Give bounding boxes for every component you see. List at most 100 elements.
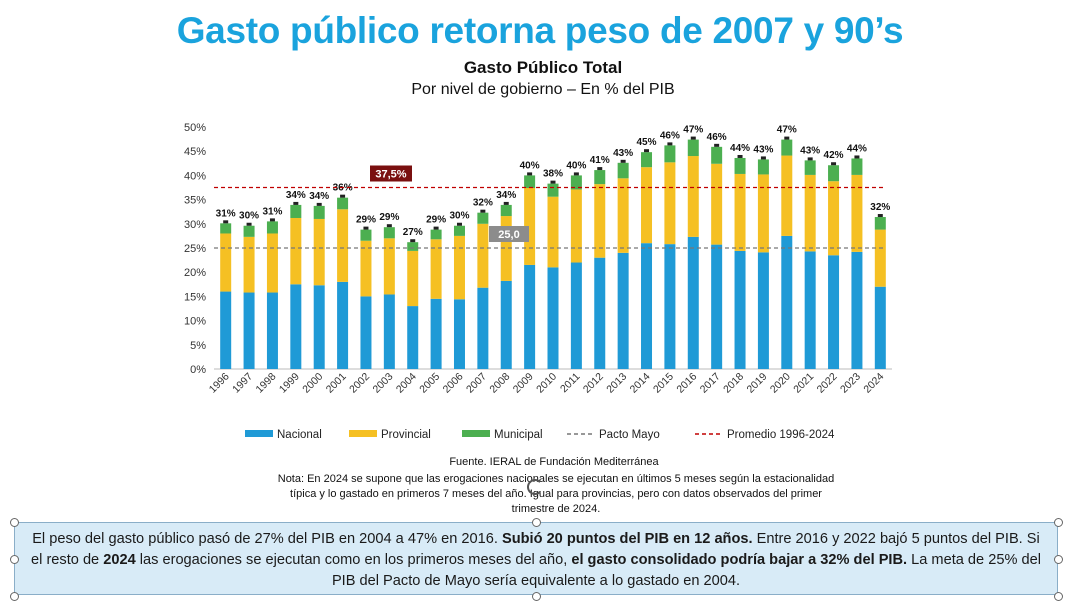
bar-provincial-2003	[383, 238, 395, 295]
summary-bold: el gasto consolidado podría bajar a 32% …	[571, 552, 908, 568]
bar-top-marker	[620, 159, 626, 163]
total-label-2010: 38%	[543, 169, 563, 180]
total-label-2003: 29%	[379, 212, 399, 223]
note-line: trimestre de 2024.	[511, 503, 601, 515]
bar-nacional-2012	[594, 257, 606, 369]
bar-top-marker	[316, 202, 322, 206]
total-label-2020: 47%	[777, 125, 797, 136]
x-tick-label-2004: 2004	[394, 371, 419, 396]
bar-top-marker	[410, 239, 416, 243]
bar-top-marker	[269, 218, 275, 222]
rotate-handle-icon[interactable]	[527, 479, 543, 495]
bar-municipal-2020	[781, 139, 793, 156]
legend-swatch	[462, 430, 490, 437]
bar-provincial-2007	[477, 223, 489, 288]
resize-handle-icon[interactable]	[1054, 555, 1063, 564]
summary-text: La meta de 25% del PIB del Pacto de Mayo…	[331, 552, 1041, 589]
total-label-2012: 41%	[590, 155, 610, 166]
resize-handle-icon[interactable]	[10, 518, 19, 527]
bar-municipal-1997	[243, 225, 255, 237]
x-tick-label-1997: 1997	[230, 371, 255, 396]
bar-top-marker	[223, 220, 229, 224]
legend-label: Provincial	[381, 429, 431, 441]
bar-top-marker	[714, 143, 720, 147]
bar-nacional-2020	[781, 235, 793, 369]
total-label-2008: 34%	[496, 190, 516, 201]
resize-handle-icon[interactable]	[532, 592, 541, 601]
bar-top-marker	[363, 226, 369, 230]
x-tick-label-2005: 2005	[417, 371, 442, 396]
x-tick-label-1996: 1996	[207, 371, 232, 396]
reference-label-bg	[370, 165, 412, 182]
x-tick-label-1998: 1998	[254, 371, 279, 396]
total-label-2015: 46%	[660, 130, 680, 141]
x-tick-label-2021: 2021	[791, 371, 816, 396]
bar-municipal-2006	[453, 225, 465, 236]
bar-nacional-1999	[290, 284, 302, 369]
total-label-2002: 29%	[356, 215, 376, 226]
bar-nacional-2007	[477, 287, 489, 369]
resize-handle-icon[interactable]	[1054, 592, 1063, 601]
bar-municipal-1996	[220, 223, 232, 234]
total-label-2022: 42%	[824, 150, 844, 161]
bar-nacional-2014	[641, 243, 653, 369]
x-tick-label-2009: 2009	[511, 371, 536, 396]
bar-provincial-2024	[874, 229, 886, 287]
summary-text: El peso del gasto público pasó de 27% de…	[32, 531, 502, 547]
bar-provincial-1998	[266, 233, 278, 293]
bar-provincial-2017	[711, 163, 723, 245]
resize-handle-icon[interactable]	[532, 518, 541, 527]
total-label-1999: 34%	[286, 190, 306, 201]
resize-handle-icon[interactable]	[1054, 518, 1063, 527]
bar-top-marker	[831, 162, 837, 166]
bar-provincial-2020	[781, 155, 793, 236]
summary-bold: 2024	[103, 552, 136, 568]
bar-municipal-2001	[337, 197, 349, 210]
summary-textbox[interactable]: El peso del gasto público pasó de 27% de…	[14, 522, 1058, 595]
bar-nacional-2015	[664, 244, 676, 369]
bar-municipal-2021	[804, 160, 816, 175]
summary-text: Entre 2016 y 2022 bajó 5 puntos del PIB.…	[31, 531, 1040, 568]
bar-municipal-2014	[641, 152, 653, 168]
x-tick-label-2013: 2013	[604, 371, 629, 396]
bar-provincial-1999	[290, 217, 302, 285]
bar-nacional-2022	[828, 255, 840, 369]
bar-municipal-2016	[687, 139, 699, 157]
bar-top-marker	[480, 209, 486, 213]
total-label-2000: 34%	[309, 191, 329, 202]
total-label-2009: 40%	[520, 160, 540, 171]
x-tick-label-2000: 2000	[300, 371, 325, 396]
bar-nacional-2023	[851, 251, 863, 369]
bar-nacional-2001	[337, 281, 349, 369]
bar-top-marker	[644, 149, 650, 153]
y-tick-label: 45%	[184, 146, 206, 158]
total-label-2005: 29%	[426, 215, 446, 226]
x-tick-label-2019: 2019	[745, 371, 770, 396]
x-tick-label-2011: 2011	[558, 371, 583, 396]
bar-municipal-2011	[570, 175, 582, 190]
bar-nacional-2016	[687, 236, 699, 369]
x-tick-label-2001: 2001	[324, 371, 349, 396]
y-tick-label: 25%	[184, 243, 206, 255]
bar-nacional-1997	[243, 292, 255, 369]
bar-municipal-2000	[313, 205, 325, 219]
total-label-2011: 40%	[566, 160, 586, 171]
resize-handle-icon[interactable]	[10, 555, 19, 564]
x-tick-label-2018: 2018	[721, 371, 746, 396]
bar-nacional-2019	[757, 252, 769, 369]
bar-municipal-2012	[594, 170, 606, 185]
bar-provincial-2019	[757, 174, 769, 253]
total-label-1997: 30%	[239, 211, 259, 222]
bar-provincial-2021	[804, 174, 816, 252]
bar-municipal-2005	[430, 229, 442, 240]
bar-municipal-2004	[407, 242, 419, 251]
legend-label: Promedio 1996-2024	[727, 429, 835, 441]
y-tick-label: 35%	[184, 195, 206, 207]
note-line: Nota: En 2024 se supone que las erogacio…	[277, 473, 835, 485]
bar-municipal-2007	[477, 212, 489, 224]
bar-provincial-2009	[524, 187, 536, 265]
total-label-2024: 32%	[870, 202, 890, 213]
bar-top-marker	[527, 172, 533, 176]
resize-handle-icon[interactable]	[10, 592, 19, 601]
bar-top-marker	[667, 142, 673, 146]
